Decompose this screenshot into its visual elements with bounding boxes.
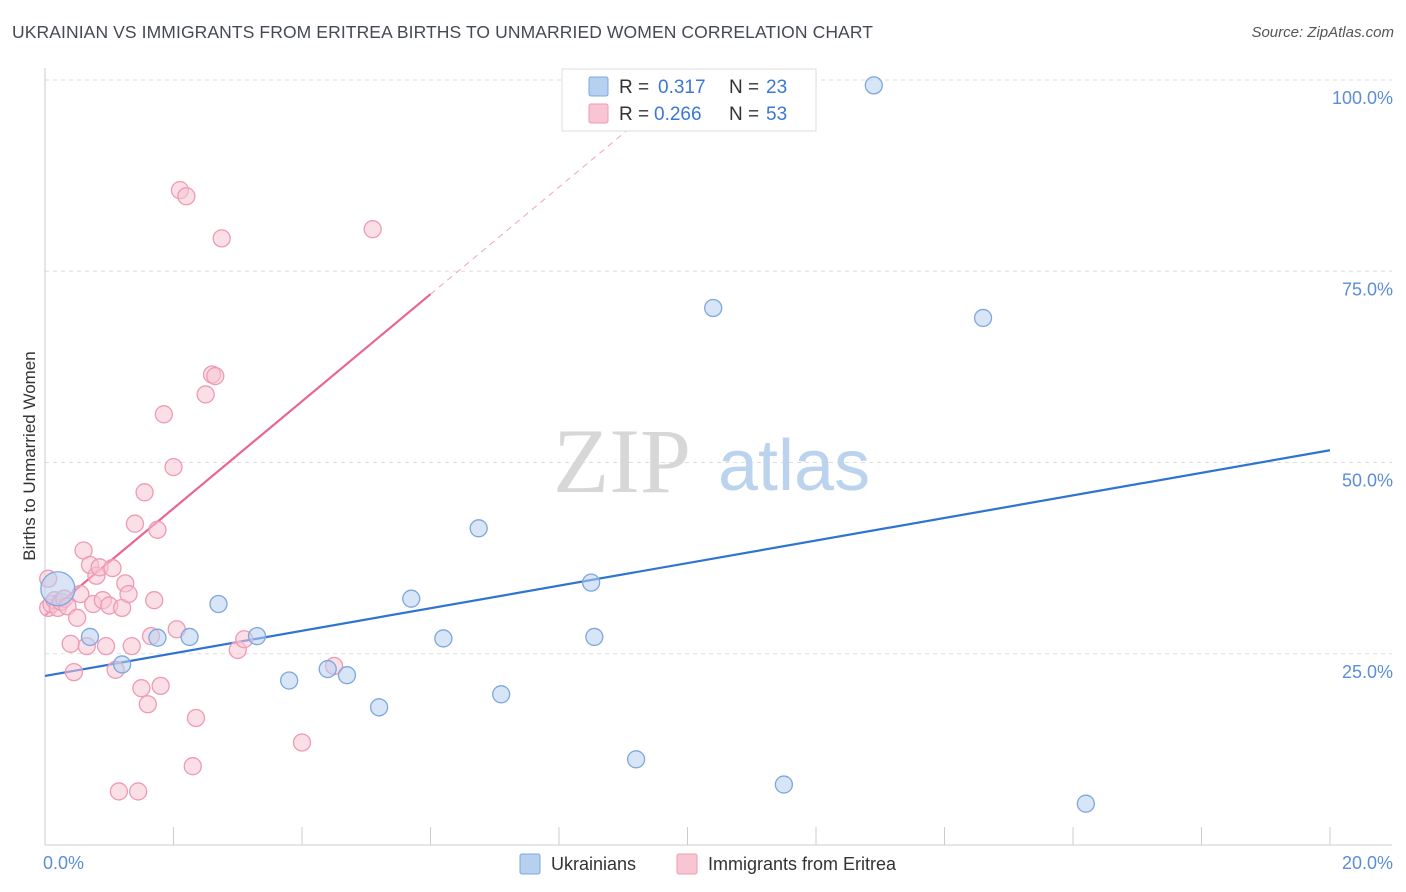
y-tick-label-1: 50.0% bbox=[1342, 471, 1393, 491]
legend-r-label-0: R = bbox=[619, 77, 649, 98]
x-tick-label-1: 20.0% bbox=[1342, 853, 1393, 873]
point-blue-1 bbox=[80, 627, 100, 647]
y-tick-label-2: 75.0% bbox=[1342, 279, 1393, 299]
y-tick-label-3: 100.0% bbox=[1332, 88, 1393, 108]
point-blue-5 bbox=[209, 594, 228, 614]
point-pink-34 bbox=[145, 591, 164, 610]
legend-n-value-0: 23 bbox=[766, 77, 787, 98]
point-pink-10 bbox=[67, 608, 87, 627]
point-pink-9 bbox=[64, 662, 84, 682]
watermark-atlas: atlas bbox=[718, 426, 870, 506]
chart-title: UKRAINIAN VS IMMIGRANTS FROM ERITREA BIR… bbox=[12, 22, 874, 42]
legend-box: R = 0.317 N = 23 R = 0.266 N = 53 bbox=[561, 68, 817, 132]
point-blue-3 bbox=[148, 628, 167, 647]
legend-swatch-pink bbox=[588, 103, 609, 124]
trend-extension-pink bbox=[430, 68, 702, 295]
watermark: ZIP atlas bbox=[553, 410, 870, 512]
y-axis-label: Births to Unmarried Women bbox=[20, 351, 39, 560]
point-blue-10 bbox=[369, 698, 389, 717]
point-blue-19 bbox=[774, 775, 794, 794]
point-pink-41 bbox=[177, 187, 196, 206]
point-blue-21 bbox=[973, 308, 993, 328]
legend-r-value-1: 0.266 bbox=[654, 104, 702, 125]
bottom-legend-ukrainians: Ukrainians bbox=[551, 854, 636, 874]
y-tick-label-0: 25.0% bbox=[1342, 662, 1393, 682]
point-blue-16 bbox=[585, 627, 604, 647]
bottom-legend-eritrea: Immigrants from Eritrea bbox=[708, 854, 897, 874]
point-blue-12 bbox=[434, 629, 453, 648]
x-tick-label-0: 0.0% bbox=[43, 853, 84, 873]
legend-swatch-blue bbox=[588, 76, 609, 97]
point-blue-7 bbox=[279, 671, 299, 690]
point-blue-11 bbox=[402, 589, 421, 608]
trend-lines bbox=[44, 68, 1331, 678]
legend-n-label-0: N = bbox=[729, 77, 759, 98]
grid-lines bbox=[45, 79, 1392, 655]
point-pink-43 bbox=[186, 708, 206, 728]
point-blue-15 bbox=[581, 573, 601, 592]
legend-n-value-1: 53 bbox=[766, 104, 787, 125]
point-blue-22 bbox=[1076, 794, 1095, 813]
point-pink-23 bbox=[109, 782, 129, 801]
point-blue-14 bbox=[492, 685, 511, 704]
point-blue-13 bbox=[469, 519, 488, 538]
point-pink-38 bbox=[164, 457, 183, 477]
point-pink-32 bbox=[138, 695, 157, 714]
watermark-zip: ZIP bbox=[553, 410, 691, 512]
point-pink-50 bbox=[292, 733, 312, 752]
point-blue-0 bbox=[40, 571, 76, 607]
point-pink-27 bbox=[122, 636, 141, 656]
point-blue-6 bbox=[247, 627, 267, 646]
source-label: Source: ZipAtlas.com bbox=[1251, 24, 1394, 41]
point-blue-17 bbox=[626, 750, 646, 769]
legend-n-label-1: N = bbox=[729, 104, 759, 125]
point-pink-47 bbox=[212, 229, 231, 248]
axes bbox=[44, 68, 1392, 846]
point-pink-37 bbox=[154, 405, 174, 424]
point-pink-19 bbox=[96, 636, 116, 656]
point-pink-30 bbox=[132, 679, 151, 698]
point-pink-36 bbox=[151, 676, 170, 696]
bottom-legend-swatch-ukrainians bbox=[519, 853, 541, 875]
point-pink-8 bbox=[61, 634, 80, 653]
point-pink-31 bbox=[135, 483, 154, 502]
point-pink-28 bbox=[125, 514, 145, 533]
point-blue-18 bbox=[704, 298, 723, 318]
point-pink-44 bbox=[196, 385, 215, 404]
legend-r-label-1: R = bbox=[619, 104, 649, 125]
point-pink-29 bbox=[129, 782, 148, 801]
point-pink-52 bbox=[363, 220, 382, 239]
point-blue-4 bbox=[180, 627, 199, 647]
point-blue-20 bbox=[864, 76, 883, 95]
point-pink-26 bbox=[119, 584, 138, 604]
bottom-legend-swatch-eritrea bbox=[676, 853, 698, 875]
point-blue-9 bbox=[337, 666, 357, 685]
tick-labels: 25.0% 50.0% 75.0% 100.0% 0.0% 20.0% bbox=[43, 88, 1393, 873]
point-blue-8 bbox=[318, 659, 337, 679]
legend-r-value-0: 0.317 bbox=[658, 77, 706, 98]
point-pink-21 bbox=[103, 558, 122, 578]
point-pink-46 bbox=[206, 366, 225, 386]
data-points bbox=[39, 76, 1095, 813]
bottom-legend: Ukrainians Immigrants from Eritrea bbox=[519, 853, 897, 875]
point-blue-2 bbox=[112, 655, 132, 674]
point-pink-42 bbox=[183, 757, 202, 776]
point-pink-35 bbox=[148, 520, 167, 539]
